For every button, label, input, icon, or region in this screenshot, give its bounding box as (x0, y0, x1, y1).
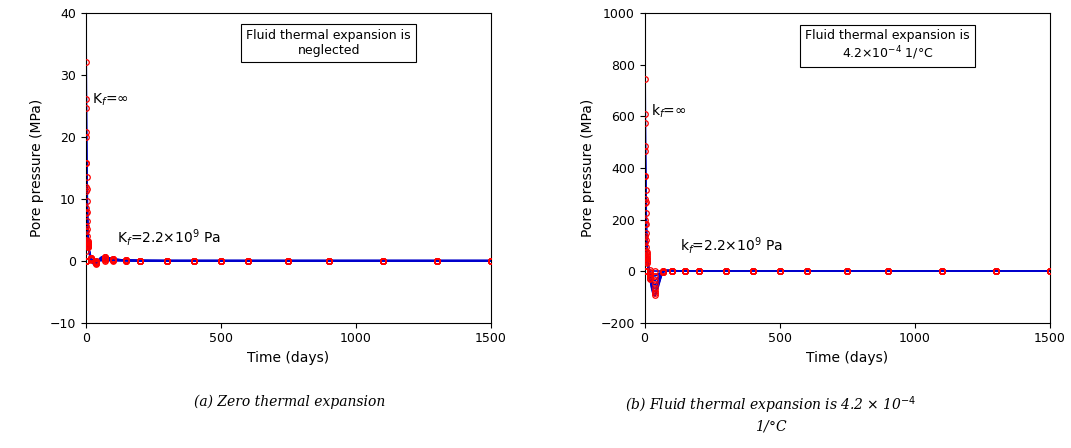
Y-axis label: Pore pressure (MPa): Pore pressure (MPa) (30, 99, 44, 237)
X-axis label: Time (days): Time (days) (806, 351, 888, 365)
Text: (b) Fluid thermal expansion is 4.2 $\times$ 10$^{-4}$
1/$\degree$C: (b) Fluid thermal expansion is 4.2 $\tim… (625, 394, 917, 435)
Text: Fluid thermal expansion is
neglected: Fluid thermal expansion is neglected (246, 29, 411, 57)
Text: K$_f$=$\infty$: K$_f$=$\infty$ (92, 92, 129, 108)
Text: (a) Zero thermal expansion: (a) Zero thermal expansion (194, 394, 384, 409)
Y-axis label: Pore pressure (MPa): Pore pressure (MPa) (580, 99, 594, 237)
Text: k$_f$=2.2×10$^9$ Pa: k$_f$=2.2×10$^9$ Pa (680, 235, 783, 256)
Text: Fluid thermal expansion is
4.2×10$^{-4}$ 1/°C: Fluid thermal expansion is 4.2×10$^{-4}$… (805, 29, 970, 62)
X-axis label: Time (days): Time (days) (247, 351, 329, 365)
Text: k$_f$=$\infty$: k$_f$=$\infty$ (650, 103, 687, 120)
Text: K$_f$=2.2×10$^9$ Pa: K$_f$=2.2×10$^9$ Pa (117, 227, 221, 248)
